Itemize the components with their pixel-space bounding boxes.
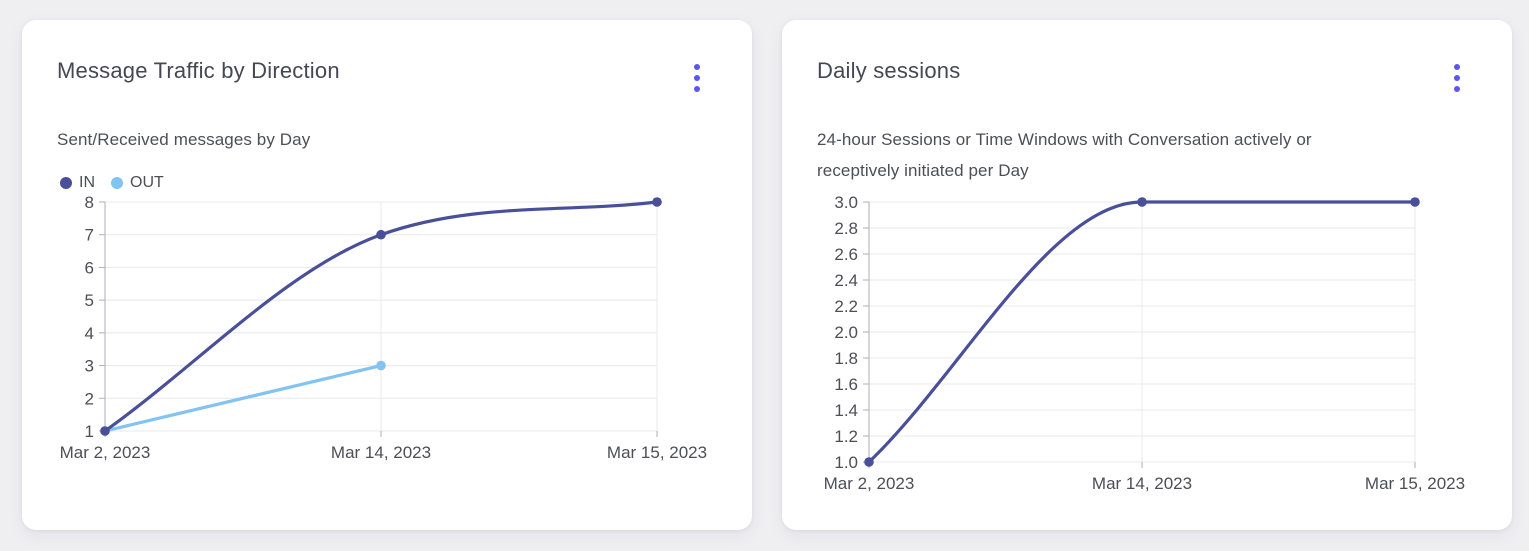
svg-text:2.4: 2.4 [834,271,858,290]
daily-sessions-line-chart[interactable]: 1.0 1.2 1.4 1.6 1.8 2.0 2.2 2.4 2.6 2.8 3.0 Mar 2, … [817,193,1485,498]
svg-text:Mar 2, 2023: Mar 2, 2023 [824,474,915,493]
subtitle-line: 24-hour Sessions or Time Windows with Co… [817,130,1312,149]
card-header: Daily sessions [817,56,1466,96]
svg-text:1.4: 1.4 [834,401,858,420]
svg-text:2.0: 2.0 [834,323,858,342]
svg-text:Mar 14, 2023: Mar 14, 2023 [1092,474,1192,493]
legend-dot-in-icon [60,177,72,189]
svg-text:1.6: 1.6 [834,375,858,394]
card-daily-sessions: Daily sessions 24-hour Sessions or Time … [782,20,1512,530]
svg-text:8: 8 [85,193,94,212]
legend-item-in[interactable]: IN [60,174,95,192]
legend-label-in: IN [79,174,95,191]
svg-text:2.6: 2.6 [834,245,858,264]
legend-dot-out-icon [111,177,123,189]
kebab-menu-icon[interactable] [688,60,706,96]
legend-item-out[interactable]: OUT [111,174,164,192]
svg-text:2: 2 [85,389,94,408]
card-header: Message Traffic by Direction [57,56,706,96]
card-title: Message Traffic by Direction [57,58,340,83]
svg-text:1.8: 1.8 [834,349,858,368]
card-message-traffic: Message Traffic by Direction Sent/Receiv… [22,20,752,530]
chart-legend: IN OUT [60,173,706,193]
svg-text:Mar 15, 2023: Mar 15, 2023 [1365,474,1465,493]
message-traffic-line-chart[interactable]: 1 2 3 4 5 6 7 8 Mar 2, 2023 Mar 14, 2023 Mar 15, 2… [57,193,725,466]
svg-text:6: 6 [85,258,94,277]
svg-text:1.2: 1.2 [834,427,858,446]
svg-text:1.0: 1.0 [834,453,858,472]
svg-text:3: 3 [85,357,94,376]
subtitle-line: receptively initiated per Day [817,161,1029,180]
svg-text:2.8: 2.8 [834,219,858,238]
svg-text:Mar 14, 2023: Mar 14, 2023 [331,443,431,462]
svg-text:4: 4 [85,324,94,343]
card-subtitle: Sent/Received messages by Day [57,124,706,155]
card-subtitle: 24-hour Sessions or Time Windows with Co… [817,124,1466,186]
subtitle-line: Sent/Received messages by Day [57,130,311,149]
svg-text:7: 7 [85,226,94,245]
svg-text:2.2: 2.2 [834,297,858,316]
legend-label-out: OUT [130,174,164,191]
svg-text:3.0: 3.0 [834,193,858,212]
svg-text:Mar 2, 2023: Mar 2, 2023 [60,443,151,462]
card-title: Daily sessions [817,58,961,83]
svg-text:Mar 15, 2023: Mar 15, 2023 [607,443,707,462]
svg-text:5: 5 [85,291,94,310]
kebab-menu-icon[interactable] [1448,60,1466,96]
svg-text:1: 1 [85,422,94,441]
